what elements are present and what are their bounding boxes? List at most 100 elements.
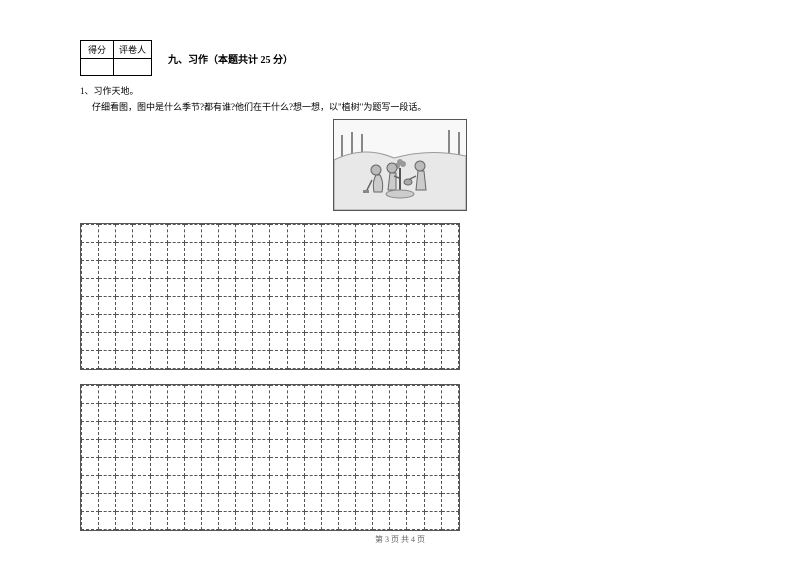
writing-cell <box>167 351 184 369</box>
writing-cell <box>287 458 304 476</box>
writing-cell <box>184 279 201 297</box>
writing-cell <box>287 351 304 369</box>
writing-cell <box>407 243 424 261</box>
writing-cell <box>253 494 270 512</box>
writing-cell <box>236 512 253 530</box>
writing-cell <box>407 386 424 404</box>
writing-cell <box>219 315 236 333</box>
writing-cell <box>167 422 184 440</box>
writing-cell <box>270 386 287 404</box>
writing-cell <box>287 440 304 458</box>
writing-cell <box>338 422 355 440</box>
writing-cell <box>167 386 184 404</box>
writing-cell <box>99 422 116 440</box>
writing-cell <box>236 333 253 351</box>
writing-cell <box>356 243 373 261</box>
writing-cell <box>338 333 355 351</box>
writing-cell <box>441 386 458 404</box>
writing-cell <box>201 315 218 333</box>
writing-cell <box>424 261 441 279</box>
writing-cell <box>133 279 150 297</box>
writing-cell <box>304 243 321 261</box>
writing-cell <box>373 225 390 243</box>
writing-cell <box>304 261 321 279</box>
writing-cell <box>82 512 99 530</box>
writing-cell <box>184 351 201 369</box>
writing-cell <box>167 279 184 297</box>
writing-cell <box>424 512 441 530</box>
writing-cell <box>373 315 390 333</box>
writing-cell <box>82 333 99 351</box>
writing-cell <box>253 404 270 422</box>
writing-cell <box>373 333 390 351</box>
writing-cell <box>407 297 424 315</box>
writing-cell <box>356 476 373 494</box>
writing-cell <box>116 297 133 315</box>
writing-cell <box>338 279 355 297</box>
writing-cell <box>253 279 270 297</box>
writing-cell <box>201 422 218 440</box>
writing-cell <box>373 440 390 458</box>
writing-cell <box>150 458 167 476</box>
writing-cell <box>338 243 355 261</box>
writing-cell <box>184 333 201 351</box>
section-points: （本题共计 25 分） <box>208 55 293 66</box>
writing-cell <box>270 512 287 530</box>
writing-cell <box>356 386 373 404</box>
writing-cell <box>441 261 458 279</box>
writing-cell <box>150 440 167 458</box>
writing-cell <box>390 458 407 476</box>
writing-cell <box>219 422 236 440</box>
writing-cell <box>116 440 133 458</box>
writing-cell <box>321 315 338 333</box>
writing-cell <box>82 279 99 297</box>
writing-cell <box>167 243 184 261</box>
writing-cell <box>150 404 167 422</box>
writing-cell <box>304 386 321 404</box>
writing-grid-2 <box>80 384 460 531</box>
writing-cell <box>356 279 373 297</box>
writing-cell <box>407 476 424 494</box>
writing-cell <box>356 494 373 512</box>
writing-cell <box>82 494 99 512</box>
writing-cell <box>441 494 458 512</box>
writing-cell <box>304 333 321 351</box>
writing-cell <box>133 476 150 494</box>
writing-cell <box>116 333 133 351</box>
writing-cell <box>150 297 167 315</box>
writing-cell <box>390 333 407 351</box>
writing-cell <box>236 351 253 369</box>
writing-cell <box>373 476 390 494</box>
writing-cell <box>150 351 167 369</box>
writing-cell <box>424 386 441 404</box>
writing-cell <box>184 458 201 476</box>
writing-cell <box>82 297 99 315</box>
writing-cell <box>116 351 133 369</box>
writing-cell <box>424 494 441 512</box>
writing-grid-1 <box>80 223 460 370</box>
writing-cell <box>184 476 201 494</box>
writing-cell <box>304 512 321 530</box>
writing-cell <box>287 512 304 530</box>
writing-cell <box>287 494 304 512</box>
writing-cell <box>99 315 116 333</box>
writing-cell <box>167 512 184 530</box>
writing-cell <box>424 458 441 476</box>
writing-cell <box>373 261 390 279</box>
writing-cell <box>390 351 407 369</box>
writing-cell <box>373 458 390 476</box>
writing-cell <box>219 440 236 458</box>
writing-cell <box>373 512 390 530</box>
writing-cell <box>116 494 133 512</box>
writing-cell <box>441 422 458 440</box>
question-line: 1、习作天地。 <box>80 84 720 97</box>
writing-cell <box>253 512 270 530</box>
writing-cell <box>338 315 355 333</box>
writing-cell <box>441 297 458 315</box>
writing-cell <box>390 422 407 440</box>
writing-cell <box>150 333 167 351</box>
writing-cell <box>356 225 373 243</box>
writing-cell <box>201 440 218 458</box>
writing-cell <box>424 351 441 369</box>
writing-cell <box>219 404 236 422</box>
